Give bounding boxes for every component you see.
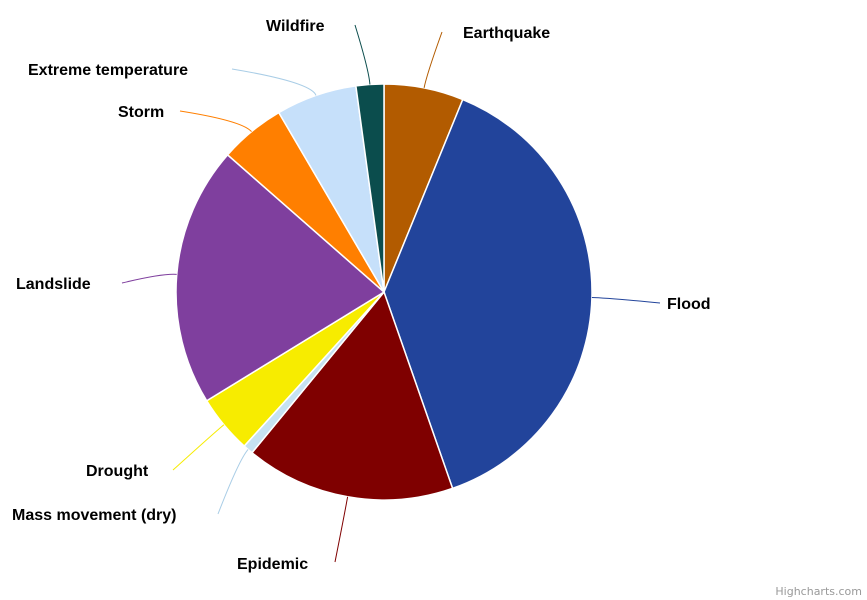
connector-drought (172, 424, 225, 471)
connector-landslide (121, 273, 177, 284)
connector-flood (591, 297, 661, 304)
slice-epidemic[interactable] (250, 290, 454, 501)
connector-wildfire (354, 24, 371, 85)
label-earthquake: Earthquake (463, 25, 550, 42)
connector-mass-movement-dry (217, 449, 249, 515)
label-drought: Drought (86, 463, 149, 480)
label-landslide: Landslide (16, 276, 91, 293)
slice-labels: Earthquake Flood Epidemic Mass movement (dr… (12, 18, 711, 573)
connector-earthquake (423, 31, 443, 88)
label-connectors (121, 24, 661, 563)
pie-slices (175, 83, 593, 501)
credit-text[interactable]: Highcharts.com (775, 585, 862, 598)
connector-extreme-temperature (231, 68, 317, 96)
label-epidemic: Epidemic (237, 556, 308, 573)
connector-storm (179, 110, 252, 133)
slice-landslide[interactable] (175, 153, 386, 402)
label-wildfire: Wildfire (266, 18, 325, 35)
label-flood: Flood (667, 296, 711, 313)
connector-epidemic (334, 496, 349, 563)
label-storm: Storm (118, 104, 164, 121)
label-extreme-temperature: Extreme temperature (28, 62, 188, 79)
label-mass-movement-dry: Mass movement (dry) (12, 507, 177, 524)
